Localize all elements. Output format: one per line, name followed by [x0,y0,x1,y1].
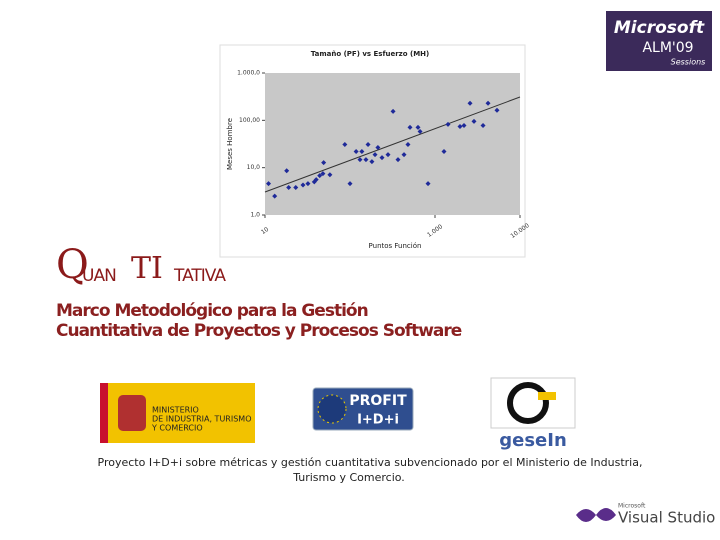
alm-badge [606,11,712,71]
data-point [272,193,278,199]
data-point [425,181,431,187]
data-point [401,152,407,158]
data-point [369,159,375,165]
data-point [480,122,486,128]
footer: Turismo y Comercio. [292,471,405,484]
data-point [313,177,319,183]
data-point [417,129,423,135]
vs-product: Visual Studio [618,509,715,527]
vs-icon [576,508,616,522]
data-point [286,185,292,191]
gesein-text: geseIn [499,430,567,451]
data-point [305,181,311,187]
data-point [445,121,451,127]
data-point [372,152,378,158]
data-point [471,118,477,124]
y-tick-label: 10,0 [247,164,261,171]
data-point [461,122,467,128]
logo-ti: TI [131,251,163,286]
data-point [385,152,391,158]
y-axis-label: Meses Hombre [226,118,234,170]
flag-stripe [100,383,108,443]
eu-stars [317,394,347,424]
data-point [357,157,363,163]
data-point [395,157,401,163]
y-tick-label: 1,0 [250,212,260,219]
data-point [457,124,463,130]
chart-title: Tamaño (PF) vs Esfuerzo (MH) [311,50,429,58]
badge-brand: Microsoft [614,18,705,38]
data-point [347,181,353,187]
data-point [405,142,411,148]
footer: Proyecto I+D+i sobre métricas y gestión … [98,456,643,469]
profit-name: PROFIT [349,393,407,409]
gesein-accent [538,392,556,400]
data-point [266,181,272,187]
data-point [342,142,348,148]
data-point [353,149,359,155]
x-axis-label: Puntos Función [369,242,422,250]
data-point [390,108,396,114]
data-point [415,124,421,130]
data-point [300,182,306,188]
ministry-text: MINISTERIO [152,406,199,415]
data-point [379,155,385,161]
data-point [375,145,381,151]
trend-line [264,96,521,193]
data-point [293,185,299,191]
logo-uan: UAN [82,266,116,286]
data-point [441,149,447,155]
logo-tativa: TATIVA [173,266,226,286]
data-point [327,172,333,178]
subtitle: Marco Metodológico para la Gestión [56,301,368,321]
x-tick-label: 10 [260,226,270,236]
badge-event: ALM'09 [642,40,693,56]
vs-brand: Microsoft [618,503,646,510]
data-point [320,171,326,177]
data-point [359,149,365,155]
gesein-mark [507,382,549,424]
data-point [284,168,290,174]
data-point [365,142,371,148]
data-point [407,124,413,130]
ministry-text: Y COMERCIO [151,424,203,433]
y-tick-label: 1.000,0 [237,70,260,77]
profit-program: I+D+i [357,413,399,428]
data-point [363,157,369,163]
data-point [467,100,473,106]
logo-q: Q [56,242,89,288]
ministry-text: DE INDUSTRIA, TURISMO [152,415,252,424]
y-tick-label: 100,00 [239,117,260,124]
data-point [321,160,327,166]
badge-sub: Sessions [671,58,706,67]
data-point [494,107,500,113]
data-point [317,173,323,179]
data-point [485,100,491,106]
coat-of-arms [118,395,146,431]
subtitle: Cuantitativa de Proyectos y Procesos Sof… [56,321,462,341]
